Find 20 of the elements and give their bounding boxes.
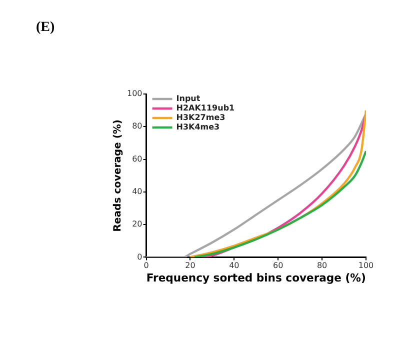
x-tick-label: 100 <box>358 261 374 270</box>
y-tick-label: 80 <box>132 122 142 131</box>
x-tick-label: 20 <box>185 261 196 270</box>
y-tick-label: 100 <box>126 89 142 98</box>
chart-title: (E) <box>36 20 55 36</box>
y-tick-label: 60 <box>132 154 142 164</box>
line-series <box>194 150 366 258</box>
y-tick-label: 40 <box>132 187 142 196</box>
legend-label: H3K4me3 <box>176 122 220 132</box>
y-tick-label: 0 <box>137 252 142 262</box>
x-tick-label: 0 <box>144 261 149 270</box>
x-tick-label: 60 <box>273 261 284 270</box>
y-axis-title: Reads coverage (%) <box>112 120 124 232</box>
legend-label: H2AK119ub1 <box>176 104 236 113</box>
y-tick-label: 20 <box>132 220 142 229</box>
x-tick-label: 80 <box>316 261 328 270</box>
x-tick-label: 40 <box>229 261 240 270</box>
legend-label: Input <box>176 94 200 104</box>
x-axis-title: Frequency sorted bins coverage (%) <box>146 271 366 284</box>
legend-label: H3K27me3 <box>176 113 226 122</box>
